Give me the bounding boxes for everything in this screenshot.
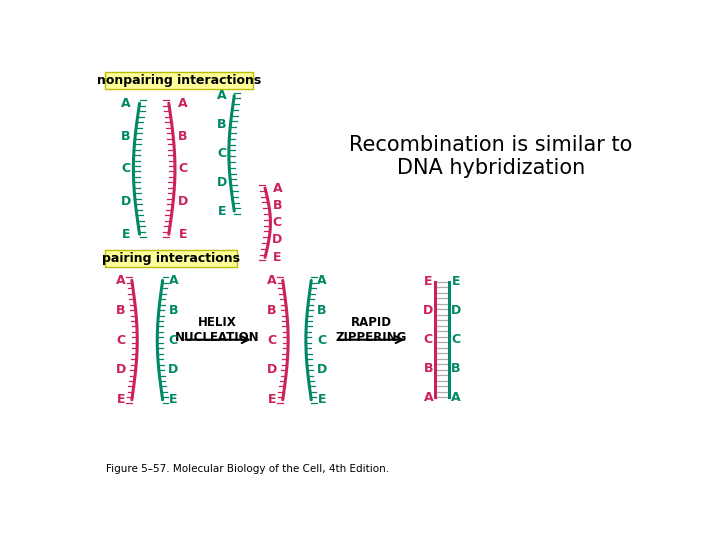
Text: A: A bbox=[423, 391, 433, 404]
Text: E: E bbox=[268, 393, 276, 406]
Text: A: A bbox=[451, 391, 461, 404]
Text: D: D bbox=[423, 305, 433, 318]
Text: D: D bbox=[120, 195, 131, 208]
Text: D: D bbox=[116, 363, 126, 376]
Text: D: D bbox=[178, 195, 188, 208]
Text: E: E bbox=[117, 393, 125, 406]
Text: B: B bbox=[451, 362, 461, 375]
Text: E: E bbox=[179, 228, 187, 241]
Text: B: B bbox=[423, 362, 433, 375]
Text: nonpairing interactions: nonpairing interactions bbox=[96, 73, 261, 87]
Text: A: A bbox=[217, 89, 227, 102]
Text: E: E bbox=[451, 275, 460, 288]
Text: A: A bbox=[267, 274, 276, 287]
Text: C: C bbox=[451, 333, 461, 346]
Text: D: D bbox=[272, 233, 282, 246]
Text: C: C bbox=[117, 334, 125, 347]
Text: A: A bbox=[273, 181, 282, 194]
Text: D: D bbox=[267, 363, 277, 376]
Text: E: E bbox=[122, 228, 130, 241]
Text: E: E bbox=[169, 393, 178, 406]
Text: A: A bbox=[318, 274, 327, 287]
Text: C: C bbox=[169, 334, 178, 347]
Text: C: C bbox=[267, 334, 276, 347]
Text: Figure 5–57. Molecular Biology of the Cell, 4th Edition.: Figure 5–57. Molecular Biology of the Ce… bbox=[106, 464, 389, 474]
Text: E: E bbox=[273, 251, 282, 264]
Text: C: C bbox=[217, 147, 227, 160]
Text: Recombination is similar to
DNA hybridization: Recombination is similar to DNA hybridiz… bbox=[349, 134, 633, 178]
Text: D: D bbox=[317, 363, 327, 376]
Text: C: C bbox=[318, 334, 327, 347]
Text: B: B bbox=[267, 303, 276, 317]
Text: HELIX
NUCLEATION: HELIX NUCLEATION bbox=[175, 316, 260, 343]
Text: C: C bbox=[273, 216, 282, 229]
Text: A: A bbox=[116, 274, 126, 287]
Text: D: D bbox=[168, 363, 179, 376]
Text: pairing interactions: pairing interactions bbox=[102, 252, 240, 265]
Text: C: C bbox=[121, 162, 130, 176]
Text: C: C bbox=[424, 333, 433, 346]
Text: E: E bbox=[318, 393, 326, 406]
Text: RAPID
ZIPPERING: RAPID ZIPPERING bbox=[336, 316, 407, 343]
Text: B: B bbox=[121, 130, 130, 143]
Text: B: B bbox=[273, 199, 282, 212]
Text: E: E bbox=[424, 275, 433, 288]
Text: C: C bbox=[178, 162, 187, 176]
Text: B: B bbox=[318, 303, 327, 317]
Text: B: B bbox=[168, 303, 178, 317]
Text: A: A bbox=[121, 97, 130, 110]
Text: A: A bbox=[168, 274, 179, 287]
Text: E: E bbox=[217, 205, 226, 218]
Text: D: D bbox=[451, 305, 461, 318]
Text: A: A bbox=[178, 97, 187, 110]
Text: B: B bbox=[117, 303, 126, 317]
FancyBboxPatch shape bbox=[105, 72, 253, 89]
Text: B: B bbox=[178, 130, 187, 143]
Text: B: B bbox=[217, 118, 227, 131]
FancyBboxPatch shape bbox=[105, 251, 238, 267]
Text: D: D bbox=[217, 176, 227, 188]
